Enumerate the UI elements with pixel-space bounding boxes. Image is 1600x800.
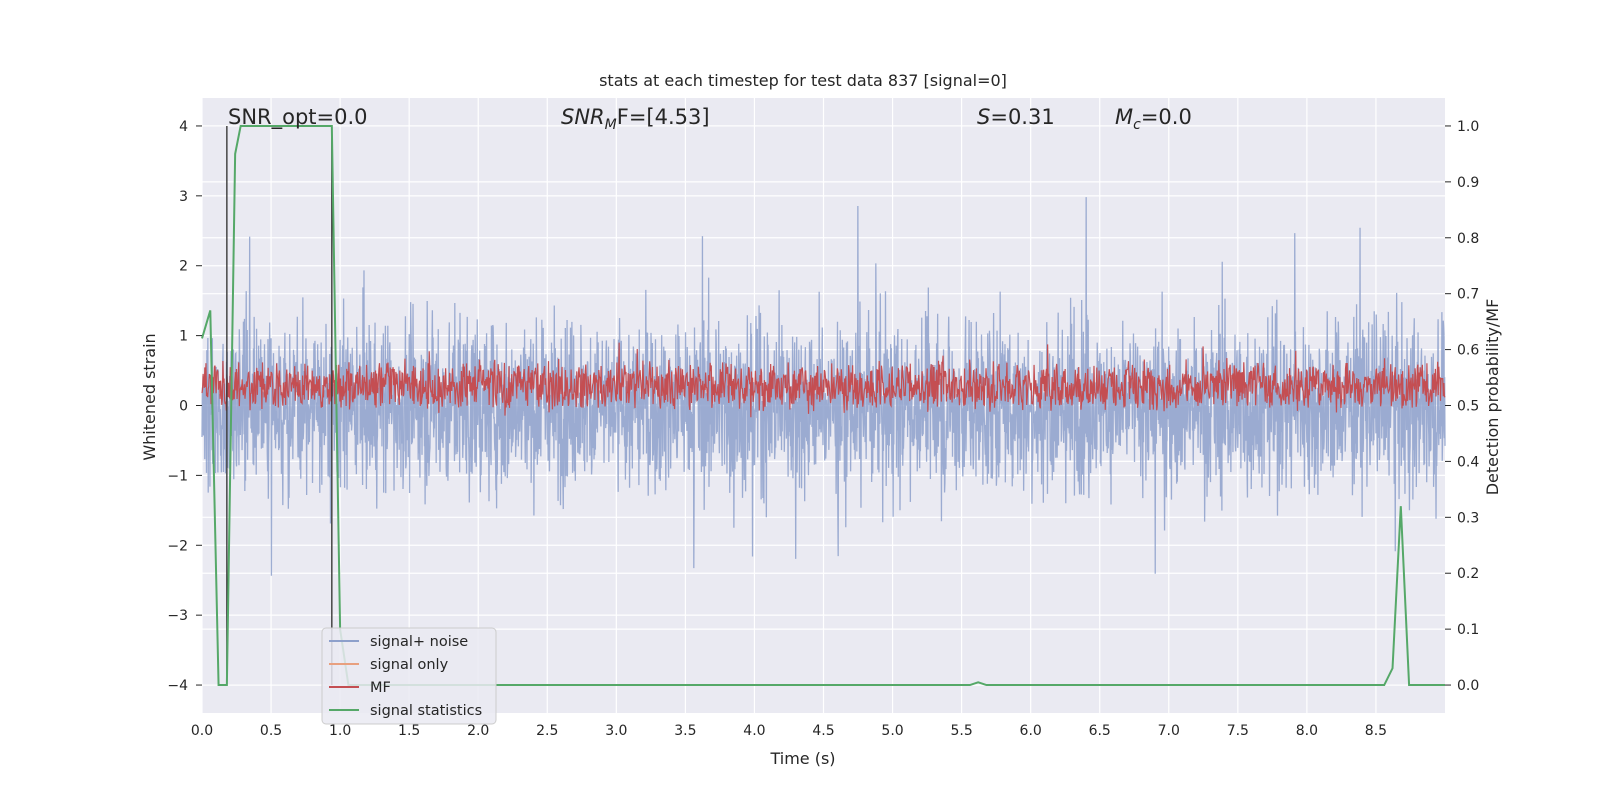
x-tick-label: 6.5 bbox=[1089, 723, 1111, 739]
x-tick-label: 5.0 bbox=[881, 723, 903, 739]
legend: signal+ noise signal only MF signal stat… bbox=[321, 627, 497, 725]
y-tick-label: 4 bbox=[179, 119, 188, 135]
x-tick-label: 3.0 bbox=[605, 723, 627, 739]
axes-layer: 0.0 0.5 1.0 1.5 2.0 2.5 3.0 3.5 4.0 4.5 5.0 5.5 6.0 6… bbox=[167, 119, 1479, 739]
y-right-tick-label: 0.3 bbox=[1457, 510, 1479, 526]
y-tick-label: −3 bbox=[167, 608, 188, 624]
y-right-axis-label: Detection probability/MF bbox=[1483, 299, 1502, 496]
x-tick-label: 1.5 bbox=[398, 723, 420, 739]
y-axis-label: Whitened strain bbox=[140, 333, 159, 460]
y-tick-label: −1 bbox=[167, 468, 188, 484]
annotation-mc: Mc=0.0 bbox=[1115, 105, 1192, 133]
legend-label-mf: MF bbox=[370, 680, 391, 696]
x-tick-label: 8.0 bbox=[1296, 723, 1318, 739]
x-tick-label: 8.5 bbox=[1365, 723, 1387, 739]
y-right-tick-label: 0.1 bbox=[1457, 622, 1479, 638]
y-right-tick-label: 0.9 bbox=[1457, 175, 1479, 191]
x-tick-label: 2.5 bbox=[536, 723, 558, 739]
annotation-snr-mf: SNRMF=[4.53] bbox=[561, 105, 710, 133]
x-tick-label: 7.5 bbox=[1227, 723, 1249, 739]
legend-label-signal-statistics: signal statistics bbox=[370, 703, 482, 719]
legend-box bbox=[321, 627, 497, 725]
legend-label-signal-noise: signal+ noise bbox=[370, 634, 468, 650]
y-tick-label: −2 bbox=[167, 538, 188, 554]
x-tick-label: 0.0 bbox=[191, 723, 213, 739]
y-tick-label: 3 bbox=[179, 189, 188, 205]
x-tick-label: 0.5 bbox=[260, 723, 282, 739]
y-right-tick-label: 0.6 bbox=[1457, 343, 1479, 359]
y-tick-label: 0 bbox=[179, 399, 188, 415]
series-mf bbox=[201, 342, 1446, 418]
x-tick-label: 7.0 bbox=[1158, 723, 1180, 739]
x-tick-label: 5.5 bbox=[950, 723, 972, 739]
x-tick-label: 1.0 bbox=[329, 723, 351, 739]
y-tick-label: −4 bbox=[167, 678, 188, 694]
y-right-tick-label: 0.2 bbox=[1457, 566, 1479, 582]
y-right-tick-label: 0.7 bbox=[1457, 287, 1479, 303]
chart-title: stats at each timestep for test data 837… bbox=[599, 71, 1007, 90]
annotation-s: S=0.31 bbox=[977, 105, 1055, 129]
y-right-tick-label: 0.5 bbox=[1457, 399, 1479, 415]
y-right-tick-label: 0.4 bbox=[1457, 454, 1479, 470]
y-right-tick-label: 0.8 bbox=[1457, 231, 1479, 247]
annotation-snr-opt: SNR_opt=0.0 bbox=[228, 105, 368, 130]
x-tick-label: 2.0 bbox=[467, 723, 489, 739]
x-tick-label: 4.0 bbox=[743, 723, 765, 739]
x-axis-label: Time (s) bbox=[769, 749, 835, 768]
y-right-tick-label: 1.0 bbox=[1457, 119, 1479, 135]
y-tick-label: 1 bbox=[179, 329, 188, 345]
x-tick-label: 4.5 bbox=[812, 723, 834, 739]
y-tick-label: 2 bbox=[179, 259, 188, 275]
x-tick-label: 6.0 bbox=[1020, 723, 1042, 739]
legend-label-signal-only: signal only bbox=[370, 657, 449, 673]
y-right-tick-label: 0.0 bbox=[1457, 678, 1479, 694]
x-tick-label: 3.5 bbox=[674, 723, 696, 739]
